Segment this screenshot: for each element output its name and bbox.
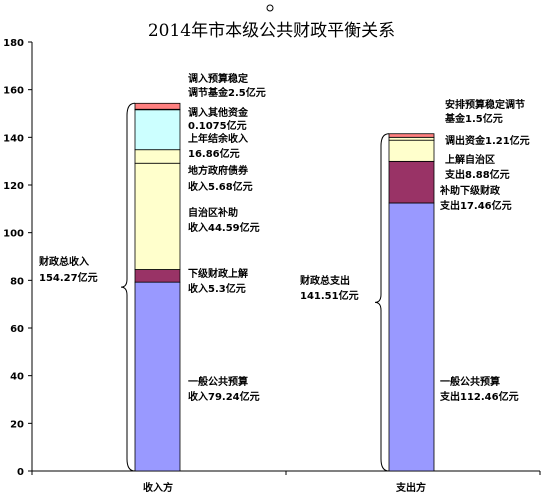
y-tick-label: 80 bbox=[10, 276, 24, 287]
bar-segment bbox=[388, 133, 435, 138]
y-tick-label: 140 bbox=[3, 133, 24, 144]
segment-label: 支出112.46亿元 bbox=[439, 390, 519, 403]
segment-label: 安排预算稳定调节 bbox=[445, 98, 525, 111]
bar-segment bbox=[134, 162, 181, 270]
total-label: 141.51亿元 bbox=[300, 289, 359, 302]
total-label: 财政总支出 bbox=[299, 274, 350, 287]
x-category-label: 支出方 bbox=[395, 481, 426, 494]
segment-label: 收入44.59亿元 bbox=[188, 221, 260, 234]
bar-segment bbox=[134, 102, 181, 110]
segment-label: 调入预算稳定 bbox=[188, 72, 248, 85]
segment-label: 收入5.68亿元 bbox=[188, 180, 253, 193]
segment-label: 收入79.24亿元 bbox=[188, 390, 260, 403]
y-tick-label: 60 bbox=[10, 324, 24, 335]
chart-title: 2014年市本级公共财政平衡关系 bbox=[147, 21, 396, 41]
segment-label: 16.86亿元 bbox=[188, 147, 240, 160]
segment-label: 补助下级财政 bbox=[439, 184, 501, 197]
segment-label: 一般公共预算 bbox=[440, 375, 500, 388]
y-tick-label: 40 bbox=[10, 372, 24, 383]
bar-segment bbox=[134, 281, 181, 472]
y-tick-label: 120 bbox=[3, 181, 24, 192]
bar-segment bbox=[134, 149, 181, 164]
segment-label: 支出8.88亿元 bbox=[444, 168, 510, 181]
x-category-label: 收入方 bbox=[143, 481, 173, 494]
segment-label: 下级财政上解 bbox=[188, 267, 248, 280]
segment-label: 上年结余收入 bbox=[188, 132, 248, 145]
segment-label: 基金1.5亿元 bbox=[444, 112, 503, 125]
y-tick-label: 180 bbox=[3, 38, 24, 49]
segment-label: 自治区补助 bbox=[188, 206, 238, 219]
y-tick-label: 160 bbox=[3, 86, 24, 97]
segment-label: 调节基金2.5亿元 bbox=[188, 86, 266, 99]
segment-label: 0.1075亿元 bbox=[188, 119, 247, 132]
bar-segment bbox=[134, 269, 181, 283]
total-label: 154.27亿元 bbox=[39, 271, 98, 284]
segment-label: 上解自治区 bbox=[445, 153, 495, 166]
segment-label: 调出资金1.21亿元 bbox=[445, 134, 530, 147]
segment-label: 调入其他资金 bbox=[188, 106, 249, 119]
top-marker bbox=[266, 4, 274, 12]
total-brace bbox=[374, 133, 390, 472]
y-tick-label: 0 bbox=[17, 467, 24, 478]
bar-segment bbox=[388, 136, 435, 141]
segment-label: 收入5.3亿元 bbox=[188, 282, 246, 295]
segment-label: 地方政府债券 bbox=[188, 164, 249, 177]
bar-segment bbox=[388, 139, 435, 162]
segment-label: 一般公共预算 bbox=[188, 375, 248, 388]
bar-segment bbox=[388, 160, 435, 204]
y-tick-label: 20 bbox=[10, 419, 24, 430]
total-brace bbox=[120, 102, 136, 472]
bar-segment bbox=[388, 202, 435, 472]
segment-label: 支出17.46亿元 bbox=[439, 199, 512, 212]
y-tick-label: 100 bbox=[3, 229, 24, 240]
bar-segment bbox=[134, 109, 181, 151]
total-label: 财政总收入 bbox=[38, 255, 89, 268]
